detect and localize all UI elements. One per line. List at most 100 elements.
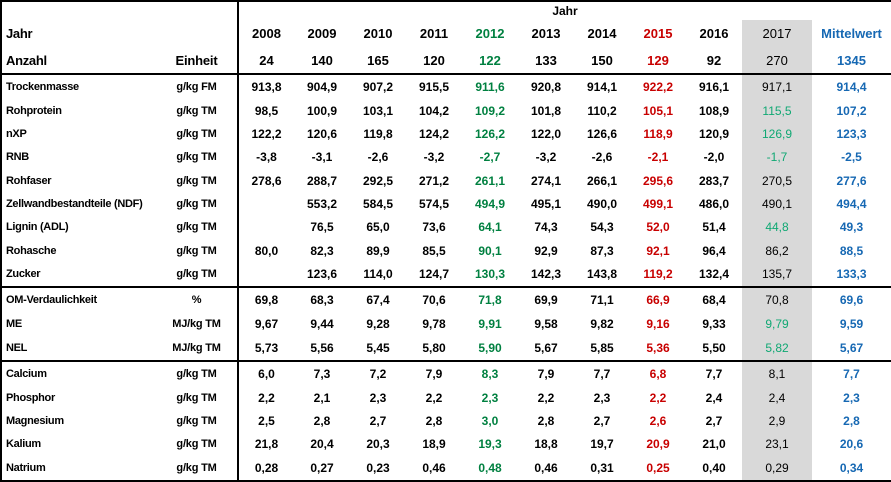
value-cell: 295,6 (642, 173, 674, 188)
mean-value: 277,6 (836, 173, 867, 188)
mean-value: 5,67 (839, 340, 864, 355)
value-cell: 9,44 (310, 317, 334, 332)
value-cell: 87,3 (590, 243, 614, 258)
row-label: RNB (6, 151, 29, 164)
value-cell: 65,0 (366, 220, 390, 235)
value-cell: 73,6 (422, 220, 446, 235)
row-label: Magnesium (6, 414, 64, 427)
value-cell: 21,0 (702, 437, 726, 452)
value-cell: 124,2 (418, 127, 450, 142)
value-cell: 20,4 (310, 437, 334, 452)
count-value: 270 (742, 47, 812, 74)
table-row: Rohfaser g/kg TM 278,6 288,7 292,5 271,2 261,1… (1, 169, 891, 193)
unit-cell: g/kg TM (176, 461, 217, 474)
row-label: OM-Verdaulichkeit (1, 286, 156, 313)
value-cell: 7,7 (686, 359, 742, 386)
value-cell: 3,0 (481, 413, 499, 428)
value-cell: 913,8 (237, 72, 294, 100)
anzahl-row-label: Anzahl (6, 52, 47, 68)
value-cell: 68,3 (294, 286, 350, 313)
value-cell: 110,2 (587, 103, 617, 118)
value-cell: 5,56 (310, 340, 334, 355)
value-cell: 100,9 (306, 103, 338, 118)
unit-cell: % (156, 286, 238, 313)
value-cell: 495,1 (530, 197, 562, 212)
unit-cell: g/kg TM (176, 414, 217, 427)
value-cell: 8,3 (462, 359, 518, 386)
year-header: 2008 (237, 20, 294, 47)
count-value: 92 (706, 52, 722, 68)
value-cell: 20,9 (646, 437, 670, 452)
count-value: 122 (479, 52, 501, 68)
counts-row: Anzahl Einheit 24 140 165 120 122 133 150 129 92… (1, 47, 891, 74)
table-header: Jahr Jahr 2008 2009 2010 2011 2012 2013 2014 20… (1, 1, 891, 74)
value-cell: 51,4 (702, 220, 726, 235)
mean-value: -2,5 (841, 150, 862, 165)
value-cell: 916,1 (686, 72, 742, 100)
value-cell: 5,90 (478, 340, 502, 355)
table-row: Rohasche g/kg TM 80,0 82,3 89,9 85,5 90,1 92,9 8… (1, 239, 891, 263)
mean-count-value: 1345 (837, 52, 866, 68)
value-cell: -2,6 (591, 150, 613, 165)
mean-value: 123,3 (836, 127, 867, 142)
value-cell: 9,58 (534, 317, 558, 332)
value-cell: 96,4 (702, 243, 726, 258)
mean-value: 914,4 (812, 72, 891, 100)
value-cell: 0,28 (237, 455, 294, 481)
value-cell: 104,2 (418, 103, 450, 118)
value-cell: 0,40 (702, 460, 726, 475)
unit-cell: g/kg FM (156, 72, 238, 100)
value-cell: 135,7 (742, 262, 812, 288)
table-row: Magnesium g/kg TM 2,5 2,8 2,7 2,8 3,0 2,8 2,7 2,6… (1, 409, 891, 433)
count-value: 165 (367, 52, 389, 68)
value-cell: 5,85 (590, 340, 614, 355)
value-cell: 917,1 (742, 72, 812, 100)
value-cell: 283,7 (698, 173, 730, 188)
unit-cell: g/kg TM (176, 221, 217, 234)
value-cell: 2,2 (537, 390, 555, 405)
value-cell: -2,7 (479, 150, 501, 165)
row-label: NEL (6, 341, 28, 354)
table-row: Natrium g/kg TM 0,28 0,27 0,23 0,46 0,48 0,46 0,… (1, 455, 891, 481)
value-cell: 5,36 (646, 340, 670, 355)
value-cell: 82,3 (310, 243, 334, 258)
unit-cell: g/kg TM (176, 244, 217, 257)
count-value: 150 (591, 52, 613, 68)
value-cell: 2,3 (593, 390, 611, 405)
value-cell: 92,9 (534, 243, 558, 258)
value-cell: 2,7 (369, 413, 387, 428)
value-cell: 114,0 (363, 267, 393, 282)
table-row: Zellwandbestandteile (NDF) g/kg TM 553,2 58… (1, 192, 891, 216)
value-cell: 553,2 (306, 197, 338, 212)
mean-value: 69,6 (812, 286, 891, 313)
corner-cell (1, 1, 238, 20)
value-cell: 9,82 (590, 317, 614, 332)
value-cell: 6,0 (237, 359, 294, 386)
einheit-column-label: Einheit (175, 52, 218, 68)
value-cell: 70,6 (406, 286, 462, 313)
value-cell: 105,1 (642, 103, 674, 118)
value-cell: 2,8 (425, 413, 443, 428)
mean-value: 88,5 (839, 243, 864, 258)
value-cell: 123,6 (306, 267, 338, 282)
count-value: 129 (647, 52, 669, 68)
row-label: ME (6, 318, 22, 331)
value-cell: 9,28 (366, 317, 390, 332)
year-header: 2012 (475, 26, 505, 41)
year-header: 2013 (531, 26, 561, 41)
mean-value: 2,8 (843, 413, 860, 428)
value-cell: 270,5 (742, 169, 812, 193)
value-cell: 584,5 (362, 197, 394, 212)
value-cell: 98,5 (237, 99, 294, 123)
table-row: Calcium g/kg TM 6,0 7,3 7,2 7,9 8,3 7,9 7,7 6,8 7,… (1, 359, 891, 386)
value-cell: 118,9 (643, 127, 673, 142)
value-cell: 109,2 (474, 103, 506, 118)
value-cell: 0,31 (590, 460, 614, 475)
value-cell: 120,9 (698, 127, 730, 142)
count-value: 24 (237, 47, 294, 74)
mean-value: 107,2 (836, 103, 867, 118)
value-cell: 70,8 (742, 286, 812, 313)
table-row: NEL MJ/kg TM 5,73 5,56 5,45 5,80 5,90 5,67 5,85 5… (1, 335, 891, 361)
count-value: 133 (535, 52, 557, 68)
value-cell: 74,3 (534, 220, 558, 235)
